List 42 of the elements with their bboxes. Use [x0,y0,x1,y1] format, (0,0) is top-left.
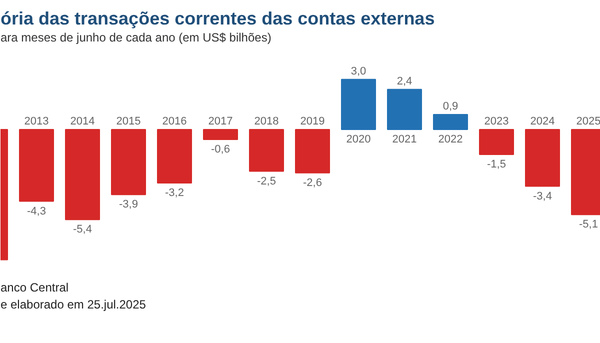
x-tick-label: 2025 [576,116,600,128]
x-tick-label: 2015 [116,116,141,128]
bar [525,129,560,187]
x-tick-label: 2013 [24,116,49,128]
data-label: -2,5 [257,175,276,188]
bar [157,129,192,184]
bar [295,129,330,174]
x-tick-label: 2020 [346,134,371,146]
x-tick-label: 2014 [70,116,95,128]
data-label: 2,4 [396,75,412,88]
x-tick-label: 2019 [300,116,325,128]
data-label: 3,0 [350,65,366,78]
data-label: 0,9 [442,100,458,112]
text: anco Central [0,280,69,294]
chart-title: ória das transações correntes das contas externas [0,8,435,28]
bar [111,129,146,196]
data-label: -3,2 [165,186,184,199]
x-tick-label: 2017 [208,116,233,128]
data-label: -4,3 [27,205,46,218]
bar [387,88,422,130]
data-label: -0,6 [211,144,230,156]
data-label: -1,5 [487,158,506,171]
x-tick-label: 2021 [392,134,417,146]
x-tick-label: 2018 [254,116,279,128]
bar [19,129,54,202]
x-tick-label: 2016 [162,116,187,128]
chart-subtitle: ara meses de junho de cada ano (em US$ bilhões) [0,30,272,44]
bar [203,129,238,140]
x-tick-label: 2024 [530,116,555,128]
x-tick-label: 2022 [438,134,463,146]
data-label: -3,9 [119,198,138,211]
bar [249,129,284,172]
bar [433,114,468,130]
data-label: -5,4 [73,224,92,236]
bar [479,129,514,156]
text: e elaborado em 25.jul.2025 [0,298,146,312]
data-label: -3,4 [533,190,552,202]
data-label: -2,6 [303,176,322,189]
x-tick-label: 2023 [484,116,509,128]
data-label: -5,1 [579,218,598,231]
bar [341,78,376,130]
bar [65,129,100,220]
